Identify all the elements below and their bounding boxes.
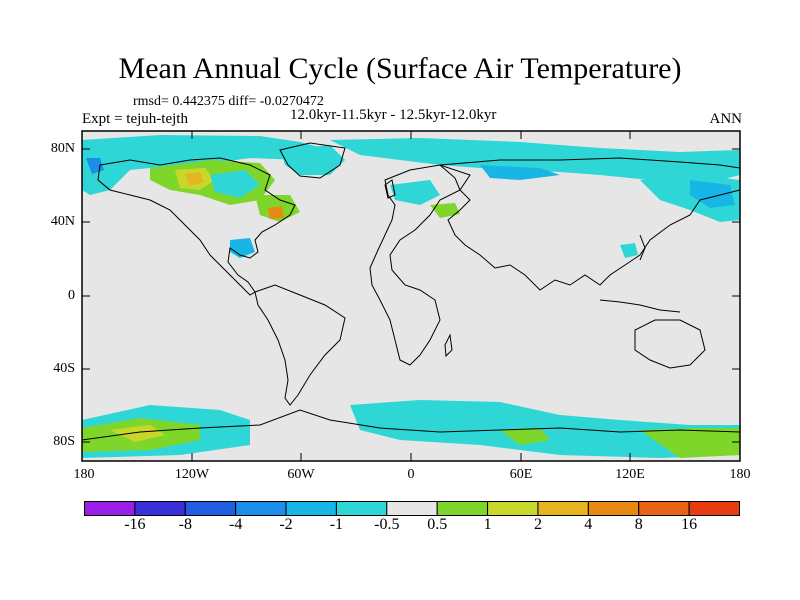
lon-label: 180 <box>73 467 95 482</box>
colorbar <box>84 501 740 516</box>
hudson-cyan <box>210 170 260 198</box>
coast-uk <box>384 179 396 199</box>
colorbar-label: -4 <box>229 516 243 533</box>
europe-cyan <box>390 180 440 205</box>
lon-label: 0 <box>407 467 415 482</box>
colorbar-box <box>436 501 489 516</box>
colorbar-label: 4 <box>584 516 593 533</box>
colorbar-box <box>335 501 388 516</box>
lat-label: 40S <box>53 361 75 376</box>
colorbar-label: -8 <box>178 516 192 533</box>
plot-title: Mean Annual Cycle (Surface Air Temperatu… <box>118 52 682 85</box>
colorbar-label: 16 <box>681 516 698 533</box>
colorbar-box <box>84 501 136 516</box>
colorbar-box <box>688 501 740 516</box>
lon-label: 180 <box>729 467 751 482</box>
colorbar-box <box>134 501 186 516</box>
antarctic-green-east <box>640 428 740 458</box>
japan-cyan <box>620 243 638 258</box>
axis-ticks <box>82 131 740 461</box>
lat-label: 40N <box>50 214 75 229</box>
lon-label: 120E <box>615 467 645 482</box>
gulf-cyan <box>230 238 255 258</box>
colorbar-box <box>285 501 337 516</box>
period-text: 12.0kyr-11.5kyr - 12.5kyr-12.0kyr <box>290 107 497 123</box>
colorbar-label: -2 <box>279 516 293 533</box>
coast-greenland <box>279 142 346 179</box>
siberia-blue <box>480 165 560 180</box>
antarctic-green-mid <box>500 428 550 445</box>
colorbar-label: -16 <box>124 516 146 533</box>
colorbar-label: -0.5 <box>374 516 400 533</box>
colorbar-box <box>537 501 589 516</box>
colorbar-box <box>638 501 690 516</box>
anomaly-fields <box>82 135 740 458</box>
greenland-cyan <box>280 145 345 175</box>
coast-south-america <box>254 284 346 406</box>
coastlines <box>81 142 741 441</box>
colorbar-label: 2 <box>534 516 542 533</box>
coast-australia <box>634 319 706 369</box>
north-pacific-blue <box>690 180 735 208</box>
colorbar-label: 1 <box>483 516 492 533</box>
coast-north-america <box>97 157 296 296</box>
season-label: ANN <box>709 111 743 127</box>
east-canada-orange <box>268 206 284 219</box>
coast-indonesia <box>599 299 681 313</box>
canada-orange <box>185 172 204 186</box>
lat-label: 0 <box>68 288 75 303</box>
coast-antarctica <box>81 409 741 441</box>
coast-madagascar <box>444 333 453 358</box>
lat-label: 80S <box>53 434 75 449</box>
colorbar-label: 8 <box>634 516 643 533</box>
colorbar-box <box>235 501 287 516</box>
coast-europe-africa <box>369 164 471 366</box>
coast-japan <box>639 234 646 261</box>
stats-text: rmsd= 0.442375 diff= -0.0270472 <box>133 94 324 109</box>
europe-green <box>430 203 460 218</box>
lon-label: 60W <box>287 467 315 482</box>
colorbar-box <box>184 501 237 516</box>
arctic-cyan-east <box>330 138 740 185</box>
colorbar-box <box>587 501 640 516</box>
antarctic-yellow-west <box>110 425 165 442</box>
colorbar-label: 0.5 <box>427 516 448 533</box>
lon-label: 60E <box>509 467 533 482</box>
experiment-label: Expt = tejuh-tejth <box>82 111 188 127</box>
colorbar-box <box>386 501 438 516</box>
lat-label: 80N <box>50 141 75 156</box>
coast-asia <box>438 157 741 291</box>
arctic-cyan-west <box>82 135 330 175</box>
lon-label: 120W <box>174 467 210 482</box>
colorbar-box <box>487 501 539 516</box>
colorbar-label: -1 <box>329 516 344 533</box>
